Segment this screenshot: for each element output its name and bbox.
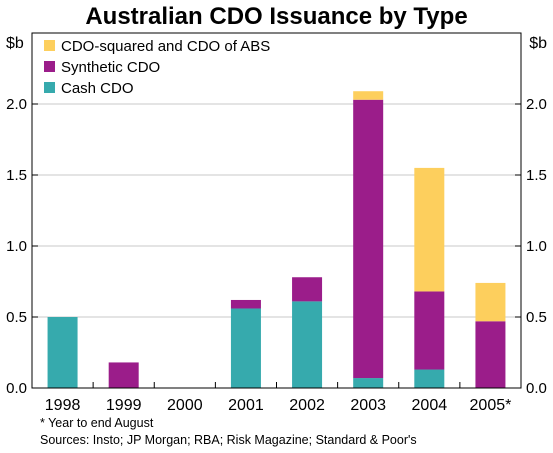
y-tick-label-left: 0.5 xyxy=(6,309,27,326)
chart-title: Australian CDO Issuance by Type xyxy=(85,3,468,30)
y-tick-label-left: 1.5 xyxy=(6,167,27,184)
bars xyxy=(47,91,506,388)
bar-synthetic-cdo-2005 xyxy=(475,321,506,388)
x-category-label: 2000 xyxy=(167,397,203,414)
bar-synthetic-cdo-2003 xyxy=(353,99,384,379)
y-tick-label-right: 2.0 xyxy=(526,96,547,113)
y-tick-label-right: 1.5 xyxy=(526,167,547,184)
bar-synthetic-cdo-1999 xyxy=(108,362,139,388)
bar-cash-cdo-2001 xyxy=(230,308,261,388)
legend-swatch xyxy=(44,61,55,72)
x-category-label: 2004 xyxy=(412,397,448,414)
category-labels: 1998 1999 2000 2001 2002 2003 2004 2005* xyxy=(45,397,512,414)
bar-cash-cdo-2003 xyxy=(353,378,384,388)
y-tick-label-right: 0.5 xyxy=(526,309,547,326)
y-tick-label-right: 1.0 xyxy=(526,238,547,255)
ticks: 0.0 0.0 0.5 0.5 1.0 1.0 1.5 1.5 2.0 2.0 xyxy=(6,96,547,397)
y-tick-label-left: 1.0 xyxy=(6,238,27,255)
bar-cdo-squared-and-cdo-of-abs-2005 xyxy=(475,282,506,322)
bar-synthetic-cdo-2001 xyxy=(230,299,261,309)
unit-right-label: $b xyxy=(529,35,547,52)
bar-synthetic-cdo-2002 xyxy=(292,277,323,302)
legend-label: CDO-squared and CDO of ABS xyxy=(61,38,270,55)
y-tick-label-left: 2.0 xyxy=(6,96,27,113)
legend: CDO-squared and CDO of ABS Synthetic CDO C… xyxy=(44,38,270,97)
legend-swatch xyxy=(44,82,55,93)
unit-left-label: $b xyxy=(6,35,24,52)
x-category-label: 2005* xyxy=(470,397,512,414)
sources: Sources: Insto; JP Morgan; RBA; Risk Mag… xyxy=(40,433,417,447)
footnote-block: * Year to end August Sources: Insto; JP … xyxy=(40,415,417,449)
y-tick-label-left: 0.0 xyxy=(6,380,27,397)
x-category-label: 2002 xyxy=(289,397,325,414)
gridlines xyxy=(32,103,521,318)
bar-synthetic-cdo-2004 xyxy=(414,291,445,370)
bar-cdo-squared-and-cdo-of-abs-2003 xyxy=(353,91,384,100)
y-tick-label-right: 0.0 xyxy=(526,380,547,397)
bar-cash-cdo-2002 xyxy=(292,301,323,388)
bar-cash-cdo-2004 xyxy=(414,369,445,388)
legend-label: Cash CDO xyxy=(61,80,134,97)
footnote: * Year to end August xyxy=(40,416,154,430)
x-category-label: 2003 xyxy=(350,397,386,414)
legend-swatch xyxy=(44,40,55,51)
x-category-label: 2001 xyxy=(228,397,264,414)
legend-label: Synthetic CDO xyxy=(61,59,160,76)
x-category-label: 1999 xyxy=(106,397,142,414)
bar-cash-cdo-1998 xyxy=(47,317,78,388)
bar-cdo-squared-and-cdo-of-abs-2004 xyxy=(414,167,445,292)
x-category-label: 1998 xyxy=(45,397,81,414)
